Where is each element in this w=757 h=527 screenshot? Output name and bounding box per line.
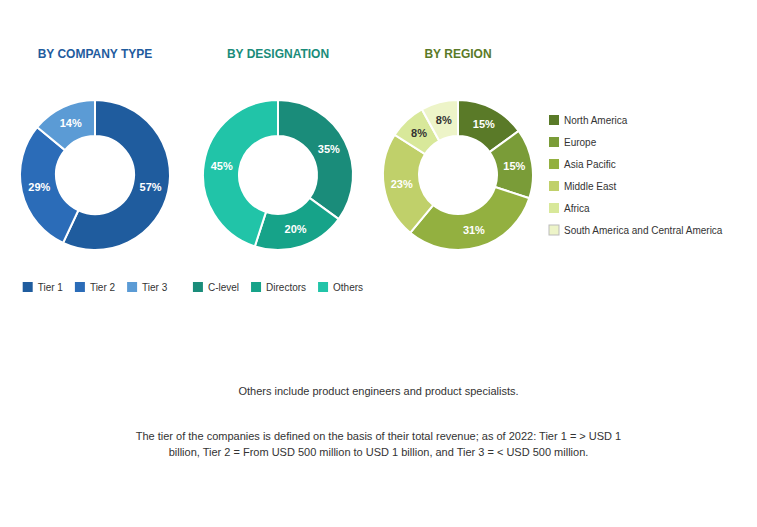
legend-swatch [549, 159, 559, 169]
legend-label: Tier 1 [38, 282, 64, 293]
donut-slice [422, 100, 458, 141]
legend: C-level Directors Others [193, 282, 363, 293]
legend-item: Directors [251, 282, 306, 293]
data-label: 15% [503, 160, 525, 172]
data-label: 31% [463, 224, 485, 236]
donut-slice [410, 187, 529, 250]
legend-swatch [549, 225, 559, 235]
legend-item: Tier 3 [127, 282, 168, 293]
data-label: 8% [436, 114, 452, 126]
legend-swatch [318, 282, 328, 292]
legend-swatch [549, 115, 559, 125]
data-label: 57% [140, 181, 162, 193]
legend-swatch [549, 203, 559, 213]
legend-swatch [193, 282, 203, 292]
legend-item: Africa [549, 203, 590, 214]
data-label: 35% [318, 143, 340, 155]
donut-chart: 15% 15% 31% 23% 8% 8% [383, 100, 533, 250]
legend-label: South America and Central America [564, 225, 723, 236]
chart-title: BY COMPANY TYPE [38, 47, 153, 61]
legend-label: Middle East [564, 181, 616, 192]
chart-title: BY REGION [424, 47, 491, 61]
legend-label: Directors [266, 282, 306, 293]
data-label: 14% [60, 117, 82, 129]
donut-chart: 35% 20% 45% [203, 100, 353, 250]
legend-item: Asia Pacific [549, 159, 616, 170]
data-label: 8% [411, 127, 427, 139]
legend-item: Europe [549, 137, 597, 148]
legend-label: Africa [564, 203, 590, 214]
donut-slice [37, 100, 95, 150]
legend-item: South America and Central America [549, 225, 723, 236]
legend-swatch [75, 282, 85, 292]
legend: Tier 1 Tier 2 Tier 3 [23, 282, 168, 293]
footer-note: Others include product engineers and pro… [238, 385, 518, 397]
legend-label: Asia Pacific [564, 159, 616, 170]
legend-swatch [127, 282, 137, 292]
legend-item: Middle East [549, 181, 616, 192]
legend-label: C-level [208, 282, 239, 293]
legend-item: North America [549, 115, 628, 126]
legend-label: Others [333, 282, 363, 293]
legend-label: North America [564, 115, 628, 126]
donut-chart: 57% 29% 14% [20, 100, 170, 250]
data-label: 15% [473, 118, 495, 130]
legend-swatch [549, 181, 559, 191]
chart-title: BY DESIGNATION [227, 47, 329, 61]
data-label: 20% [285, 223, 307, 235]
legend-item: Others [318, 282, 363, 293]
footer-note: The tier of the companies is defined on … [136, 430, 622, 442]
legend-swatch [23, 282, 33, 292]
legend-swatch [549, 137, 559, 147]
legend-label: Europe [564, 137, 597, 148]
data-label: 29% [28, 181, 50, 193]
chart-root: 57%29%14%BY COMPANY TYPETier 1Tier 2Tier… [0, 0, 757, 527]
legend-item: Tier 2 [75, 282, 116, 293]
legend-label: Tier 2 [90, 282, 116, 293]
legend-swatch [251, 282, 261, 292]
footer-note: billion, Tier 2 = From USD 500 million t… [169, 446, 589, 458]
legend-label: Tier 3 [142, 282, 168, 293]
data-label: 23% [391, 178, 413, 190]
legend-item: Tier 1 [23, 282, 64, 293]
legend-item: C-level [193, 282, 239, 293]
donut-slice [255, 198, 339, 250]
legend: North America Europe Asia Pacific Middle Ea… [549, 115, 723, 236]
data-label: 45% [211, 160, 233, 172]
donut-slice [203, 100, 278, 246]
